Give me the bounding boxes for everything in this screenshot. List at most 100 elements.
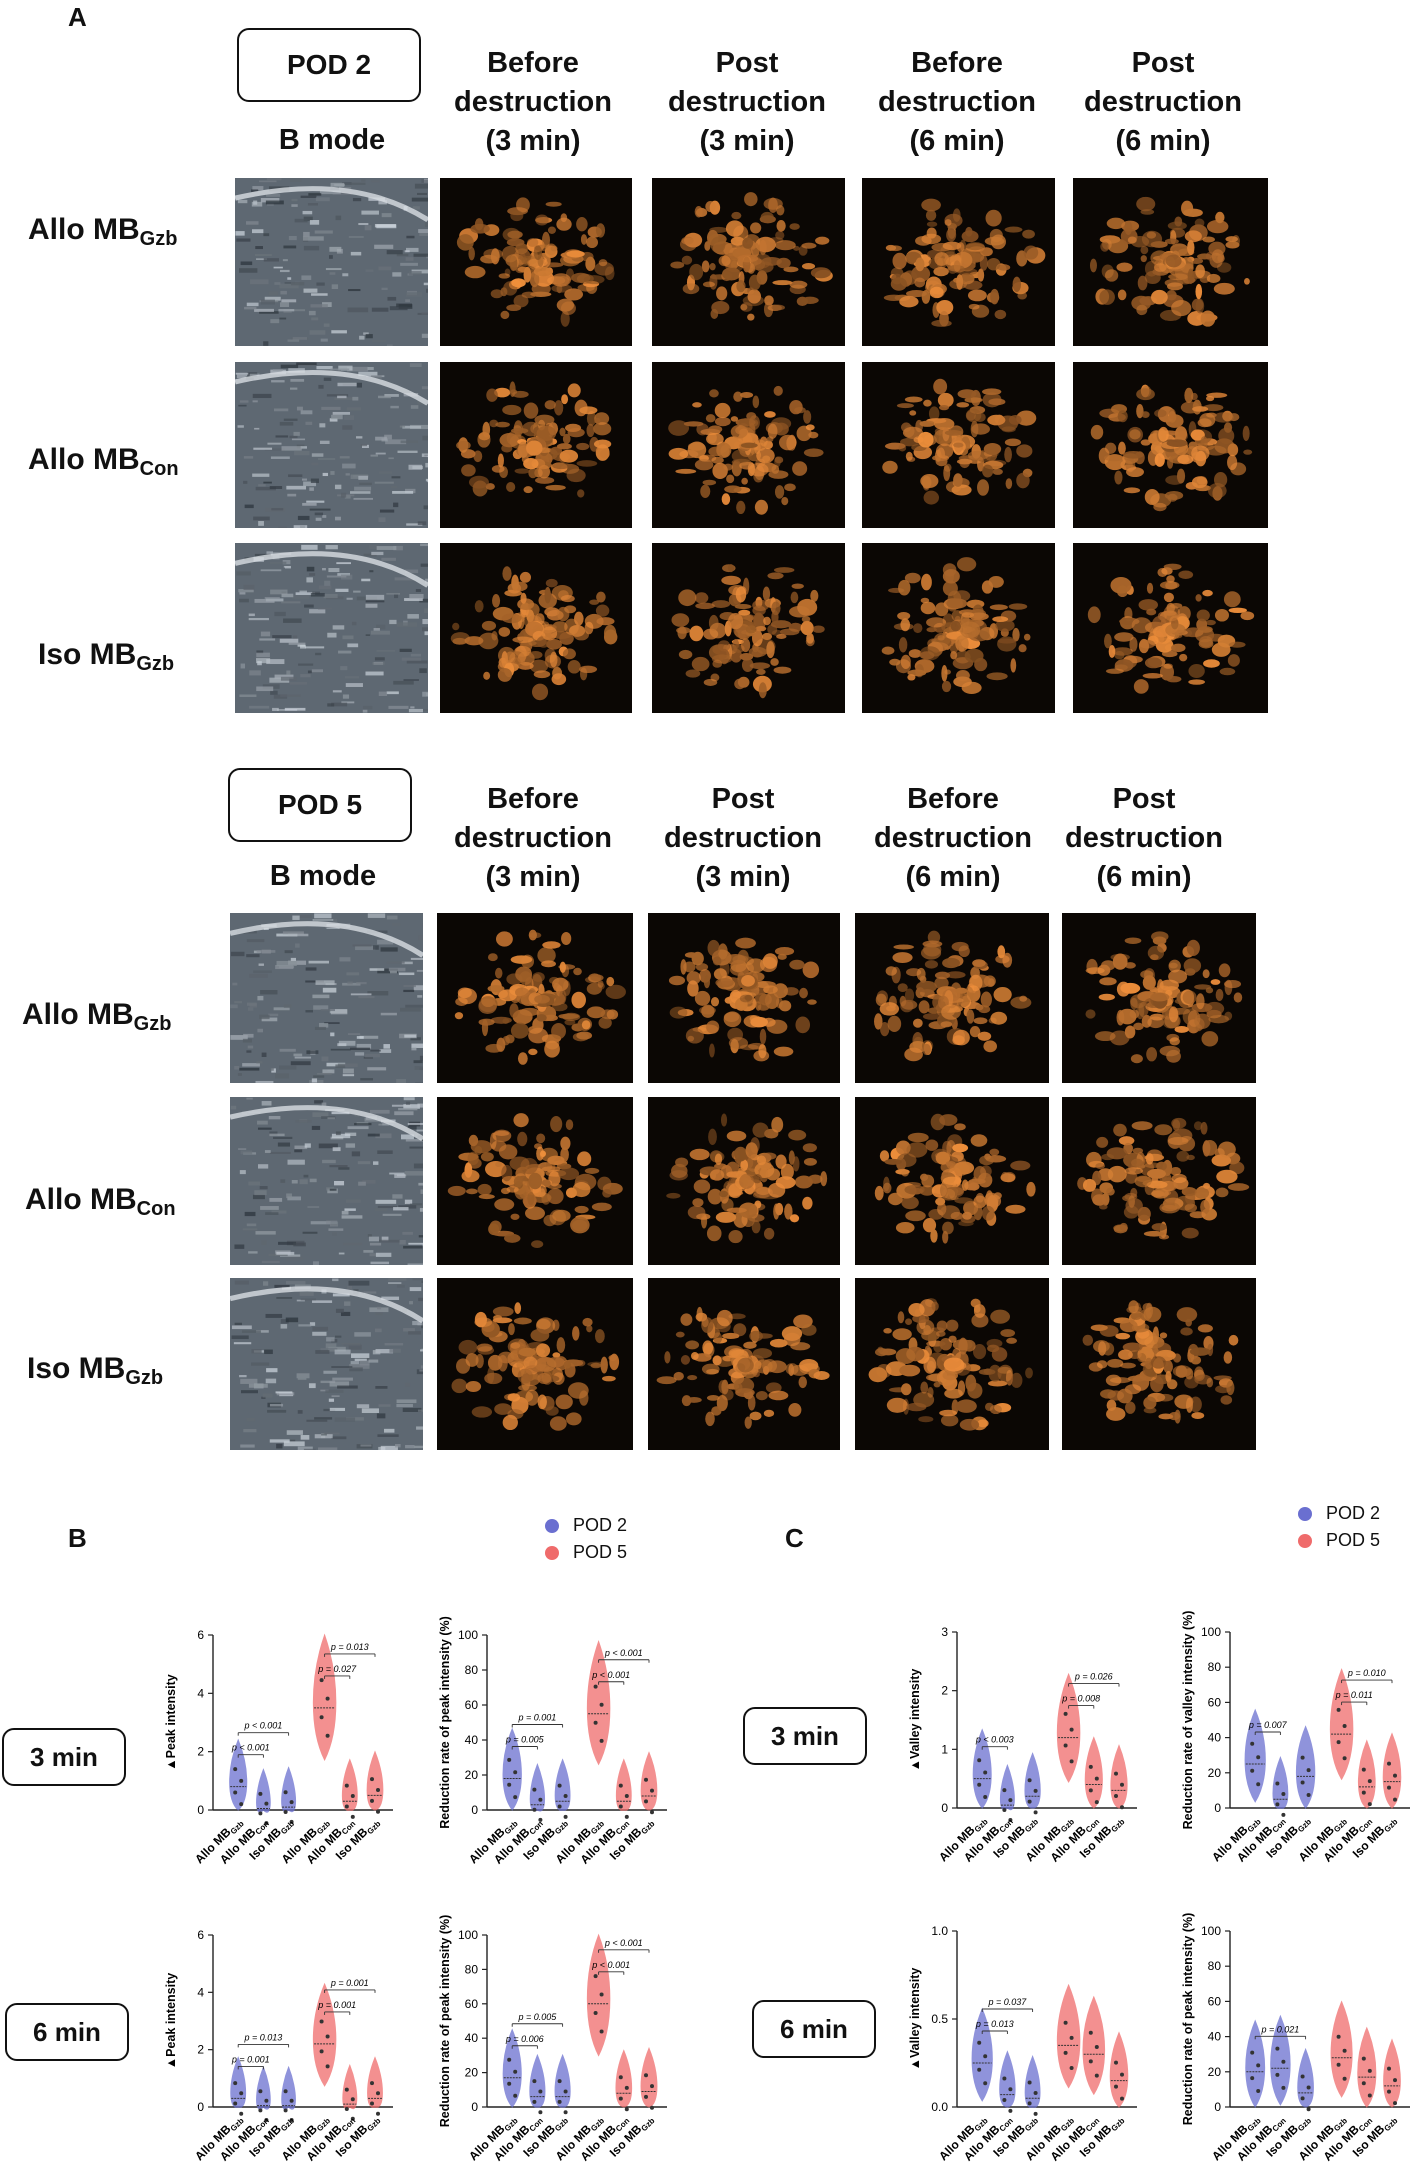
data-point xyxy=(538,1817,543,1822)
data-point xyxy=(1008,2108,1013,2113)
data-point xyxy=(319,2049,324,2054)
violin-pod2-3 xyxy=(1297,2047,1314,2108)
data-point xyxy=(1342,2048,1347,2053)
y-tick-label: 0 xyxy=(1214,1801,1221,1815)
pod5-contrast-image-r1-c3 xyxy=(648,913,840,1083)
violin-pod5-2 xyxy=(615,2049,633,2108)
data-point xyxy=(1336,1740,1341,1745)
data-point xyxy=(1336,2062,1341,2067)
y-tick-label: 100 xyxy=(1201,1625,1221,1639)
sig-label: p = 0.001 xyxy=(330,1978,369,1988)
legend-c-pod5-dot xyxy=(1298,1533,1312,1548)
pod2-contrast-image-r3-c3 xyxy=(652,543,845,713)
data-point xyxy=(1393,2078,1397,2083)
data-point xyxy=(644,1777,648,1782)
violin-pod5-1 xyxy=(586,1933,611,2057)
data-point xyxy=(376,1787,380,1792)
pod5-header-1: Before destruction (3 min) xyxy=(454,783,612,893)
violin-pod2-1 xyxy=(972,1728,992,1809)
data-point xyxy=(1393,2101,1397,2106)
data-point xyxy=(557,2079,562,2084)
data-point xyxy=(1120,2096,1124,2101)
pod5-bmode-label: B mode xyxy=(269,860,377,892)
y-tick-label: 2 xyxy=(197,1745,204,1759)
y-tick-label: 100 xyxy=(1201,1924,1221,1938)
data-point xyxy=(1342,1724,1347,1729)
violin-pod5-3 xyxy=(1109,2031,1129,2108)
data-point xyxy=(650,2105,654,2110)
data-point xyxy=(1088,1764,1093,1769)
sig-label: p < 0.003 xyxy=(975,1735,1014,1745)
data-point xyxy=(376,2111,380,2116)
pod2-label: POD 2 xyxy=(237,28,421,102)
pod5-row-label-allo-con: Allo MBCon xyxy=(25,1183,176,1220)
y-tick-label: 100 xyxy=(458,1628,478,1642)
chart-b3-red: 0 20 40 60 80 100 Reduction rate of peak inten… xyxy=(438,1616,667,1867)
data-point xyxy=(563,1794,568,1799)
pod2-bmode-image-r1-c1 xyxy=(235,178,428,346)
violin-pod2-3 xyxy=(1024,2055,1041,2108)
data-point xyxy=(1300,2096,1305,2101)
data-point xyxy=(1120,1782,1124,1787)
b-6min-label: 6 min xyxy=(5,2003,129,2061)
violin-pod5-3 xyxy=(640,1751,658,1811)
data-point xyxy=(983,2081,988,2086)
sig-label: p = 0.037 xyxy=(988,1997,1028,2007)
sig-label: p = 0.001 xyxy=(231,2054,270,2064)
pod5-label: POD 5 xyxy=(228,768,412,842)
violin-pod2-2 xyxy=(1000,1763,1015,1811)
data-point xyxy=(1342,1756,1347,1761)
data-point xyxy=(1002,1788,1007,1793)
data-point xyxy=(1033,1810,1038,1815)
data-point xyxy=(650,1788,654,1793)
pod5-bmode-image-r3-c1 xyxy=(230,1278,423,1450)
sig-label: p = 0.013 xyxy=(244,2032,283,2042)
data-point xyxy=(624,2085,629,2090)
data-point xyxy=(344,2106,349,2111)
pod2-contrast-image-r1-c4 xyxy=(862,178,1055,346)
data-point xyxy=(977,1758,982,1763)
violin-pod2-3 xyxy=(1024,1752,1041,1809)
violin-pod5-1 xyxy=(1330,2000,1353,2098)
pod5-contrast-image-r3-c3 xyxy=(648,1278,840,1450)
violin-pod5-2 xyxy=(1084,1736,1103,1809)
y-tick-label: 0 xyxy=(471,2100,478,2114)
pod2-row-label-allo-con: Allo MBCon xyxy=(28,443,179,480)
data-point xyxy=(239,1802,244,1807)
data-point xyxy=(532,1787,537,1792)
data-point xyxy=(599,1702,604,1707)
legend-c-pod2: POD 2 xyxy=(1298,1503,1380,1524)
data-point xyxy=(344,2087,349,2092)
y-tick-label: 0 xyxy=(941,1801,948,1815)
y-tick-label: 40 xyxy=(1208,2030,1222,2044)
y-tick-label: 100 xyxy=(458,1928,478,1942)
data-point xyxy=(557,2099,562,2104)
y-tick-label: 4 xyxy=(197,1686,204,1700)
violin-pod5-2 xyxy=(1357,2026,1377,2108)
data-point xyxy=(344,1783,349,1788)
legend-c-pod5-label: POD 5 xyxy=(1326,1530,1381,1550)
y-tick-label: 40 xyxy=(465,1733,479,1747)
data-point xyxy=(1300,1780,1305,1785)
y-tick-label: 0 xyxy=(471,1803,478,1817)
data-point xyxy=(1393,1797,1397,1802)
data-point xyxy=(1275,1781,1280,1786)
data-point xyxy=(370,2101,374,2106)
y-axis-label: ▲Peak intensity xyxy=(164,1973,178,2069)
pod2-row-label-iso-gzb: Iso MBGzb xyxy=(38,638,175,675)
data-point xyxy=(1069,1759,1074,1764)
data-point xyxy=(233,2081,238,2086)
data-point xyxy=(513,2093,518,2098)
pod5-bmode-image-r2-c1 xyxy=(230,1097,423,1265)
data-point xyxy=(1367,2068,1372,2073)
data-point xyxy=(1063,2050,1068,2055)
data-point xyxy=(319,2019,324,2024)
data-point xyxy=(1281,1791,1286,1796)
data-point xyxy=(239,2091,244,2096)
legend-b-pod5-dot xyxy=(545,1545,559,1560)
y-axis-label: ▲Peak intensity xyxy=(164,1674,178,1770)
pod2-header-4: Post destruction (6 min) xyxy=(1084,47,1242,157)
